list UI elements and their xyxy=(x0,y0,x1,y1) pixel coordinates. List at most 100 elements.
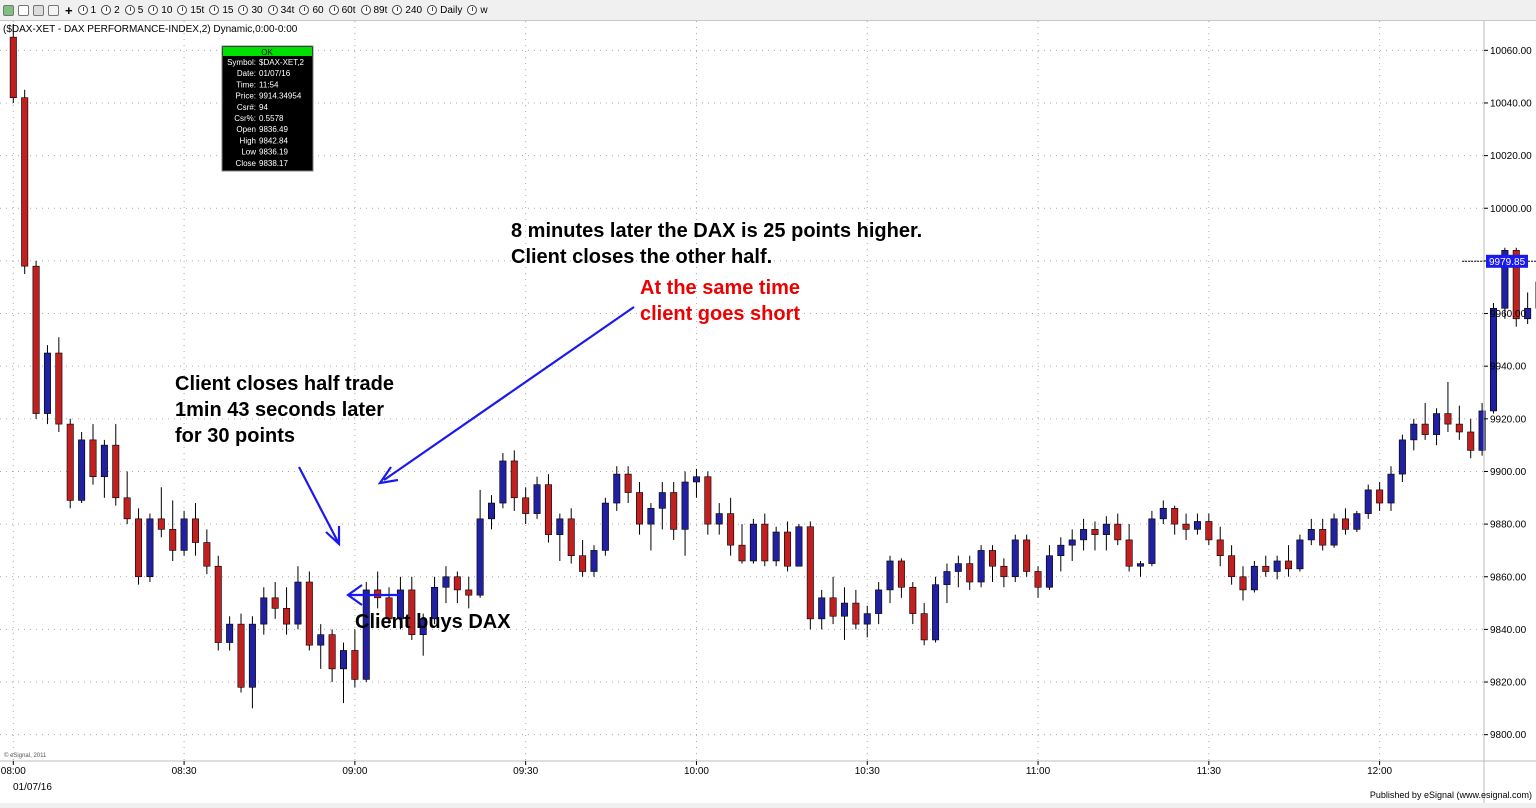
clock-icon xyxy=(427,5,437,15)
candle-body xyxy=(1251,566,1257,590)
candle-body xyxy=(1308,529,1314,540)
candle-body xyxy=(1183,524,1189,529)
candle-body xyxy=(625,474,631,492)
candle-body xyxy=(295,582,301,624)
time-tick-label: 09:00 xyxy=(342,766,367,777)
candle xyxy=(1297,535,1303,572)
candle xyxy=(238,614,244,693)
price-tick-label: 9880.00 xyxy=(1490,520,1527,531)
clock-icon xyxy=(329,5,339,15)
candle-body xyxy=(113,445,119,498)
data-window-label: Price: xyxy=(236,92,256,101)
copyright-label: © eSignal, 2011 xyxy=(4,752,47,759)
clock-icon xyxy=(392,5,402,15)
annotation-goes-short: client goes short xyxy=(640,303,800,325)
interval-button-label: 240 xyxy=(405,5,422,16)
data-window-value: 01/07/16 xyxy=(259,69,291,78)
link-icon[interactable] xyxy=(48,2,60,18)
candle-body xyxy=(261,598,267,624)
candle-body xyxy=(204,543,210,567)
interval-button[interactable]: 10 xyxy=(148,2,172,18)
data-window-label: Symbol: xyxy=(227,58,256,67)
current-price-label: 9979.85 xyxy=(1489,257,1526,268)
candle-body xyxy=(135,519,141,577)
candle-body xyxy=(1297,540,1303,569)
candle-body xyxy=(1490,308,1496,411)
candle xyxy=(773,527,779,566)
data-window-label: Csr#: xyxy=(237,103,256,112)
interval-button[interactable]: 240 xyxy=(392,2,422,18)
candle-body xyxy=(215,566,221,642)
candle-body xyxy=(636,493,642,525)
data-window[interactable]: OK Symbol:$DAX-XET,2Date:01/07/16Time:11… xyxy=(222,46,313,171)
data-window-label: Csr%: xyxy=(234,114,256,123)
interval-button[interactable]: 15 xyxy=(209,2,233,18)
interval-button[interactable]: 5 xyxy=(125,2,144,18)
candle-body xyxy=(1422,424,1428,435)
interval-button[interactable]: 60 xyxy=(299,2,323,18)
crosshair-icon[interactable]: + xyxy=(65,2,73,18)
candle-body xyxy=(158,519,164,530)
interval-button[interactable]: 89t xyxy=(361,2,388,18)
candle-body xyxy=(21,98,27,266)
interval-button[interactable]: 30 xyxy=(238,2,262,18)
grid-icon[interactable] xyxy=(33,2,45,18)
candle-body xyxy=(1399,440,1405,474)
candle xyxy=(500,453,506,508)
data-window-label: Close xyxy=(236,159,257,168)
candle-body xyxy=(477,519,483,595)
price-tick-label: 9900.00 xyxy=(1490,467,1527,478)
candle-body xyxy=(1445,414,1451,425)
candle-body xyxy=(910,587,916,613)
interval-button[interactable]: 34t xyxy=(268,2,295,18)
current-price-tag: 9979.85 xyxy=(1486,255,1528,268)
candle xyxy=(750,519,756,564)
candle-body xyxy=(830,598,836,616)
candle-body xyxy=(739,545,745,561)
price-tick-label: 9820.00 xyxy=(1490,678,1527,689)
candle xyxy=(1149,511,1155,566)
candle-body xyxy=(1023,540,1029,572)
price-tick-label: 9960.00 xyxy=(1490,309,1527,320)
interval-button[interactable]: 15t xyxy=(177,2,204,18)
candle-body xyxy=(955,564,961,572)
clock-icon xyxy=(148,5,158,15)
candlestick-chart[interactable]: 9800.009820.009840.009860.009880.009900.… xyxy=(0,21,1536,803)
interval-button[interactable]: Daily xyxy=(427,2,462,18)
data-window-label: Low xyxy=(241,148,256,157)
window-icon[interactable] xyxy=(18,2,30,18)
candle-body xyxy=(898,561,904,587)
candle-body xyxy=(716,514,722,525)
time-tick-label: 08:30 xyxy=(172,766,197,777)
candle-body xyxy=(796,527,802,566)
candle-body xyxy=(1456,424,1462,432)
interval-button[interactable]: w xyxy=(467,2,487,18)
clock-icon xyxy=(177,5,187,15)
candle-body xyxy=(1012,540,1018,577)
chart-settings-icon[interactable] xyxy=(3,2,15,18)
time-tick-label: 11:00 xyxy=(1026,766,1051,777)
candle-body xyxy=(967,564,973,582)
candle-body xyxy=(101,445,107,477)
interval-button[interactable]: 60t xyxy=(329,2,356,18)
time-tick-label: 10:00 xyxy=(684,766,709,777)
candle-body xyxy=(1263,566,1269,571)
interval-button-label: 5 xyxy=(138,5,144,16)
candle xyxy=(1331,514,1337,548)
candle-body xyxy=(545,485,551,535)
candle-body xyxy=(534,485,540,514)
candle-body xyxy=(921,614,927,640)
candle-body xyxy=(853,603,859,624)
data-window-status: OK xyxy=(261,48,273,57)
interval-button[interactable]: 2 xyxy=(101,2,120,18)
candle-body xyxy=(864,614,870,625)
candle-body xyxy=(750,524,756,561)
candle-body xyxy=(226,624,232,642)
candle-body xyxy=(1274,561,1280,572)
candle-body xyxy=(1411,424,1417,440)
candle-body xyxy=(283,608,289,624)
interval-button[interactable]: 1 xyxy=(78,2,97,18)
annotation-1min-43: 1min 43 seconds later xyxy=(175,399,384,421)
time-tick-label: 10:30 xyxy=(855,766,880,777)
